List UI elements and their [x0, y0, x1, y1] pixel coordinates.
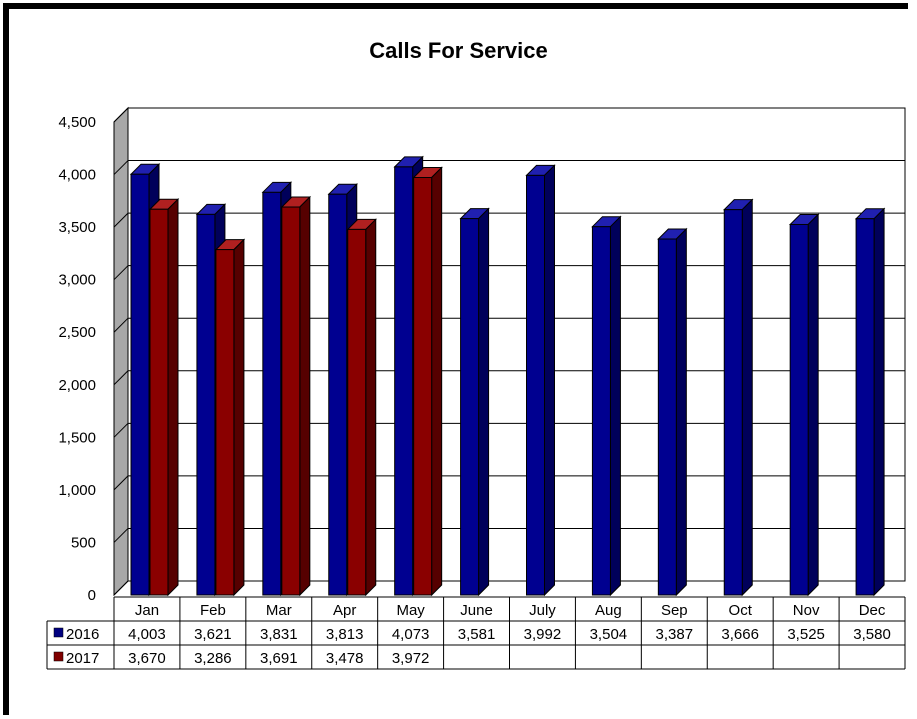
bar-2017: [149, 208, 169, 596]
bar-2016: [328, 193, 348, 596]
data-label-2017: 3,691: [260, 650, 298, 667]
y-tick-label: 0: [88, 587, 96, 604]
y-tick-label: 1,000: [58, 482, 96, 499]
legend-label-2017: 2017: [66, 650, 99, 667]
bar-2016: [526, 174, 545, 596]
data-label-2017: 3,286: [194, 650, 232, 667]
plot-back-wall: [127, 107, 906, 582]
data-label-2016: 3,580: [853, 626, 891, 643]
bar-2017-side: [299, 195, 311, 597]
bar-2016-side: [807, 213, 819, 597]
data-label-2016: 3,525: [787, 626, 825, 643]
data-label-2016: 4,073: [392, 626, 430, 643]
y-tick-label: 3,000: [58, 272, 96, 289]
data-label-2016: 3,387: [656, 626, 694, 643]
gridline-depth: [113, 317, 129, 333]
y-tick-label: 3,500: [58, 219, 96, 236]
bar-2017-side: [365, 218, 377, 597]
plot-side-wall: [113, 106, 129, 597]
data-label-2017: 3,478: [326, 650, 364, 667]
gridline-depth: [113, 265, 129, 281]
bar-2016-side: [873, 207, 885, 597]
bar-2016: [591, 226, 611, 596]
x-tick-label: Jan: [135, 602, 159, 619]
bar-2016: [855, 218, 875, 596]
bar-2016-side: [478, 207, 490, 597]
legend-swatch-2016: [53, 627, 64, 638]
legend-swatch-2017: [53, 651, 64, 662]
chart-frame: [3, 3, 908, 715]
data-label-2016: 3,504: [590, 626, 628, 643]
bar-2017-side: [233, 238, 245, 597]
y-tick-label: 2,500: [58, 324, 96, 341]
bar-2016: [262, 191, 282, 596]
bar-2017-side: [167, 198, 179, 597]
y-tick-label: 500: [71, 534, 96, 551]
bar-2016-side: [675, 227, 687, 597]
bar-2016: [130, 173, 150, 596]
x-tick-label: May: [396, 602, 425, 619]
data-label-2017: 3,972: [392, 650, 430, 667]
data-label-2016: 3,666: [721, 626, 759, 643]
gridline-depth: [113, 475, 129, 491]
bar-2017: [413, 176, 433, 596]
data-label-2016: 3,831: [260, 626, 298, 643]
y-tick-label: 4,500: [58, 114, 96, 131]
bar-2017: [281, 206, 301, 596]
bar-2017-side: [431, 166, 443, 597]
bar-2016-side: [544, 164, 555, 597]
x-tick-label: Apr: [333, 602, 356, 619]
legend-label-2016: 2016: [66, 626, 99, 643]
bar-2016: [789, 223, 809, 596]
x-tick-label: Oct: [729, 602, 753, 619]
x-tick-label: Nov: [793, 602, 820, 619]
x-tick-label: Dec: [859, 602, 886, 619]
x-tick-label: Feb: [200, 602, 226, 619]
gridline-depth: [113, 422, 129, 438]
gridline-depth: [113, 528, 129, 543]
bar-2016: [394, 166, 414, 596]
gridline-depth: [113, 212, 129, 228]
bar-2016-side: [741, 198, 753, 597]
bar-2016: [723, 209, 743, 596]
gridline-depth: [113, 107, 129, 123]
bar-2016: [460, 218, 480, 596]
gridline-depth: [113, 160, 129, 175]
bar-2016: [196, 213, 216, 596]
chart-title: Calls For Service: [369, 38, 548, 63]
data-label-2016: 4,003: [128, 626, 166, 643]
gridline-depth: [113, 370, 129, 386]
bar-2017: [347, 228, 367, 596]
bar-2016-side: [609, 215, 621, 597]
y-tick-label: 4,000: [58, 167, 96, 184]
data-label-2016: 3,813: [326, 626, 364, 643]
bar-2017: [215, 249, 235, 596]
x-tick-label: Sep: [661, 602, 688, 619]
data-label-2016: 3,992: [524, 626, 562, 643]
data-label-2017: 3,670: [128, 650, 166, 667]
gridline-depth: [113, 580, 129, 596]
bar-2016: [657, 238, 677, 596]
x-tick-label: Aug: [595, 602, 622, 619]
y-tick-label: 1,500: [58, 429, 96, 446]
data-label-2016: 3,581: [458, 626, 496, 643]
x-tick-label: July: [529, 602, 556, 619]
y-tick-label: 2,000: [58, 377, 96, 394]
x-tick-label: June: [460, 602, 493, 619]
data-label-2016: 3,621: [194, 626, 232, 643]
x-tick-label: Mar: [266, 602, 292, 619]
